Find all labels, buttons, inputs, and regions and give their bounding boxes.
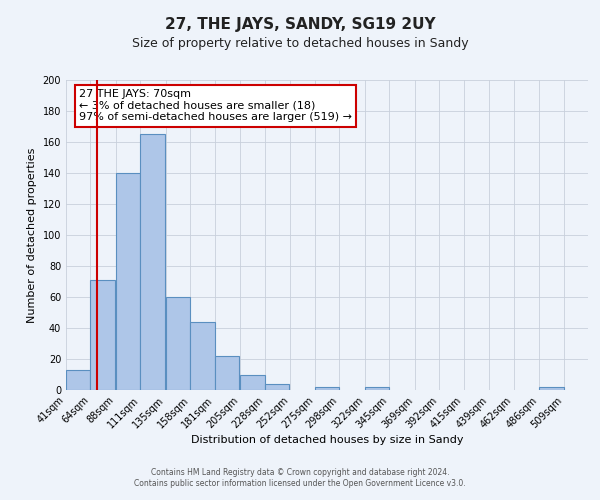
Bar: [66, 370, 91, 390]
Bar: [190, 322, 215, 390]
Bar: [315, 387, 339, 390]
Bar: [166, 297, 190, 390]
Bar: [116, 173, 140, 390]
Bar: [539, 387, 563, 390]
Text: 27 THE JAYS: 70sqm
← 3% of detached houses are smaller (18)
97% of semi-detached: 27 THE JAYS: 70sqm ← 3% of detached hous…: [79, 90, 352, 122]
Y-axis label: Number of detached properties: Number of detached properties: [27, 148, 37, 322]
Bar: [241, 374, 265, 390]
Bar: [365, 387, 389, 390]
Bar: [91, 280, 115, 390]
Bar: [265, 384, 289, 390]
Text: Size of property relative to detached houses in Sandy: Size of property relative to detached ho…: [131, 38, 469, 51]
X-axis label: Distribution of detached houses by size in Sandy: Distribution of detached houses by size …: [191, 436, 463, 446]
Text: Contains HM Land Registry data © Crown copyright and database right 2024.
Contai: Contains HM Land Registry data © Crown c…: [134, 468, 466, 487]
Bar: [215, 356, 239, 390]
Bar: [140, 134, 165, 390]
Text: 27, THE JAYS, SANDY, SG19 2UY: 27, THE JAYS, SANDY, SG19 2UY: [164, 18, 436, 32]
